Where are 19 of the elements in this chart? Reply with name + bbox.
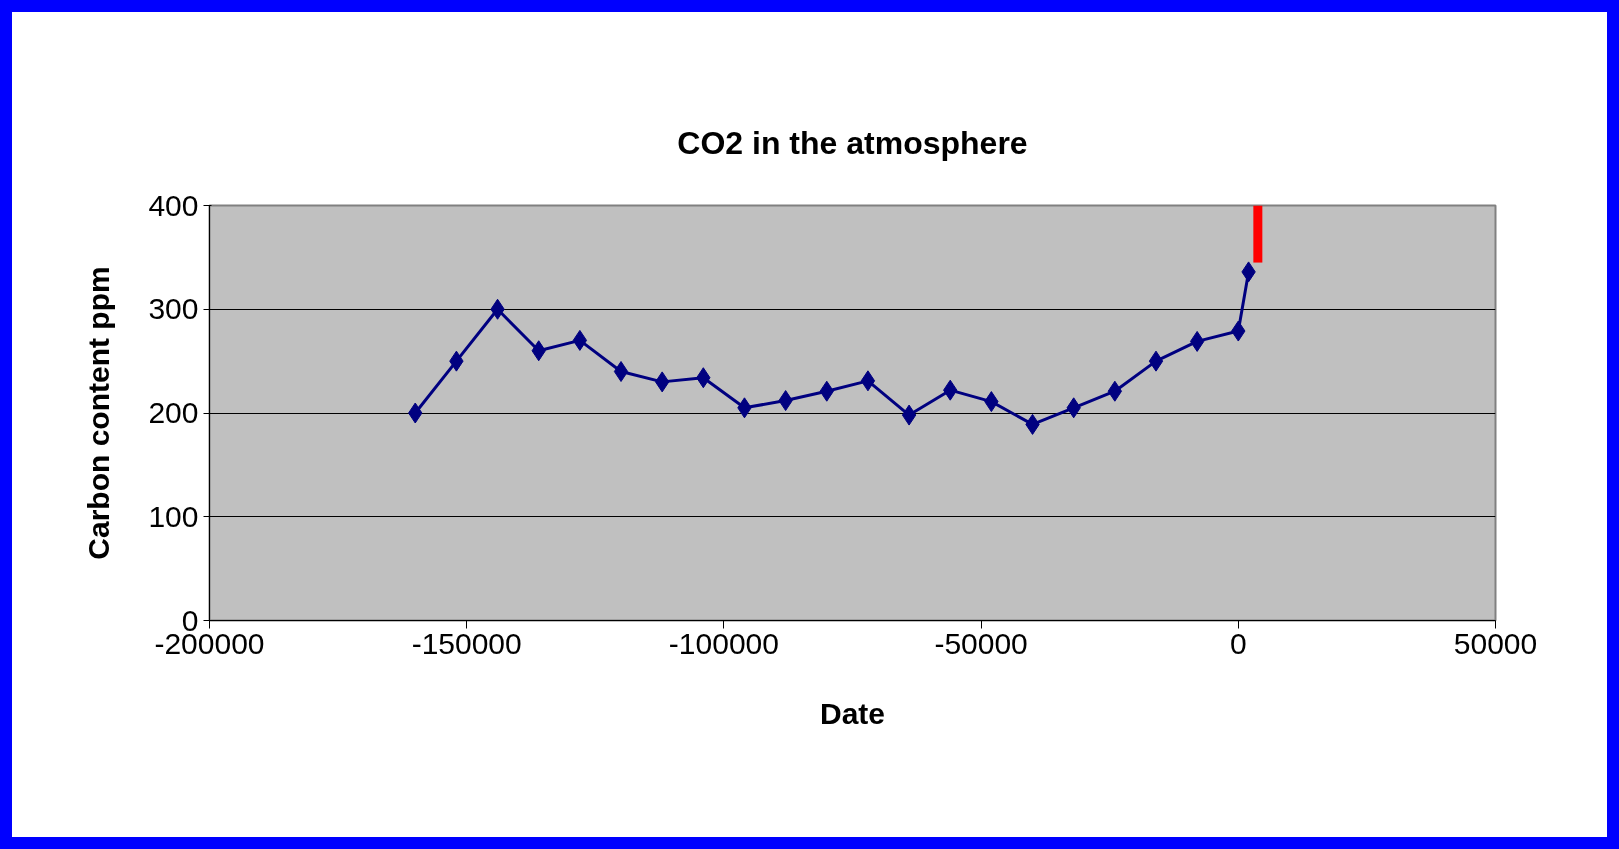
y-tick-label: 100 — [148, 499, 199, 533]
x-tick-label: -150000 — [411, 626, 522, 660]
point — [860, 370, 876, 392]
y-tick-label: 300 — [148, 292, 199, 326]
x-tick-label: 0 — [1229, 626, 1247, 660]
x-tick-label: 50000 — [1453, 626, 1538, 660]
chart-title: CO2 in the atmosphere — [677, 124, 1028, 161]
point — [1107, 380, 1123, 402]
point — [613, 361, 629, 382]
point — [1148, 350, 1164, 372]
x-axis-title: Date — [819, 696, 886, 730]
x-tick-label: -50000 — [934, 626, 1028, 660]
point — [1189, 330, 1205, 352]
x-tick-label: -100000 — [668, 626, 779, 660]
y-tick-label: 400 — [148, 188, 199, 222]
point — [901, 404, 917, 426]
point — [572, 329, 588, 351]
y-axis-title: Carbon content ppm — [82, 266, 116, 560]
y-tick-label: 200 — [148, 396, 199, 429]
